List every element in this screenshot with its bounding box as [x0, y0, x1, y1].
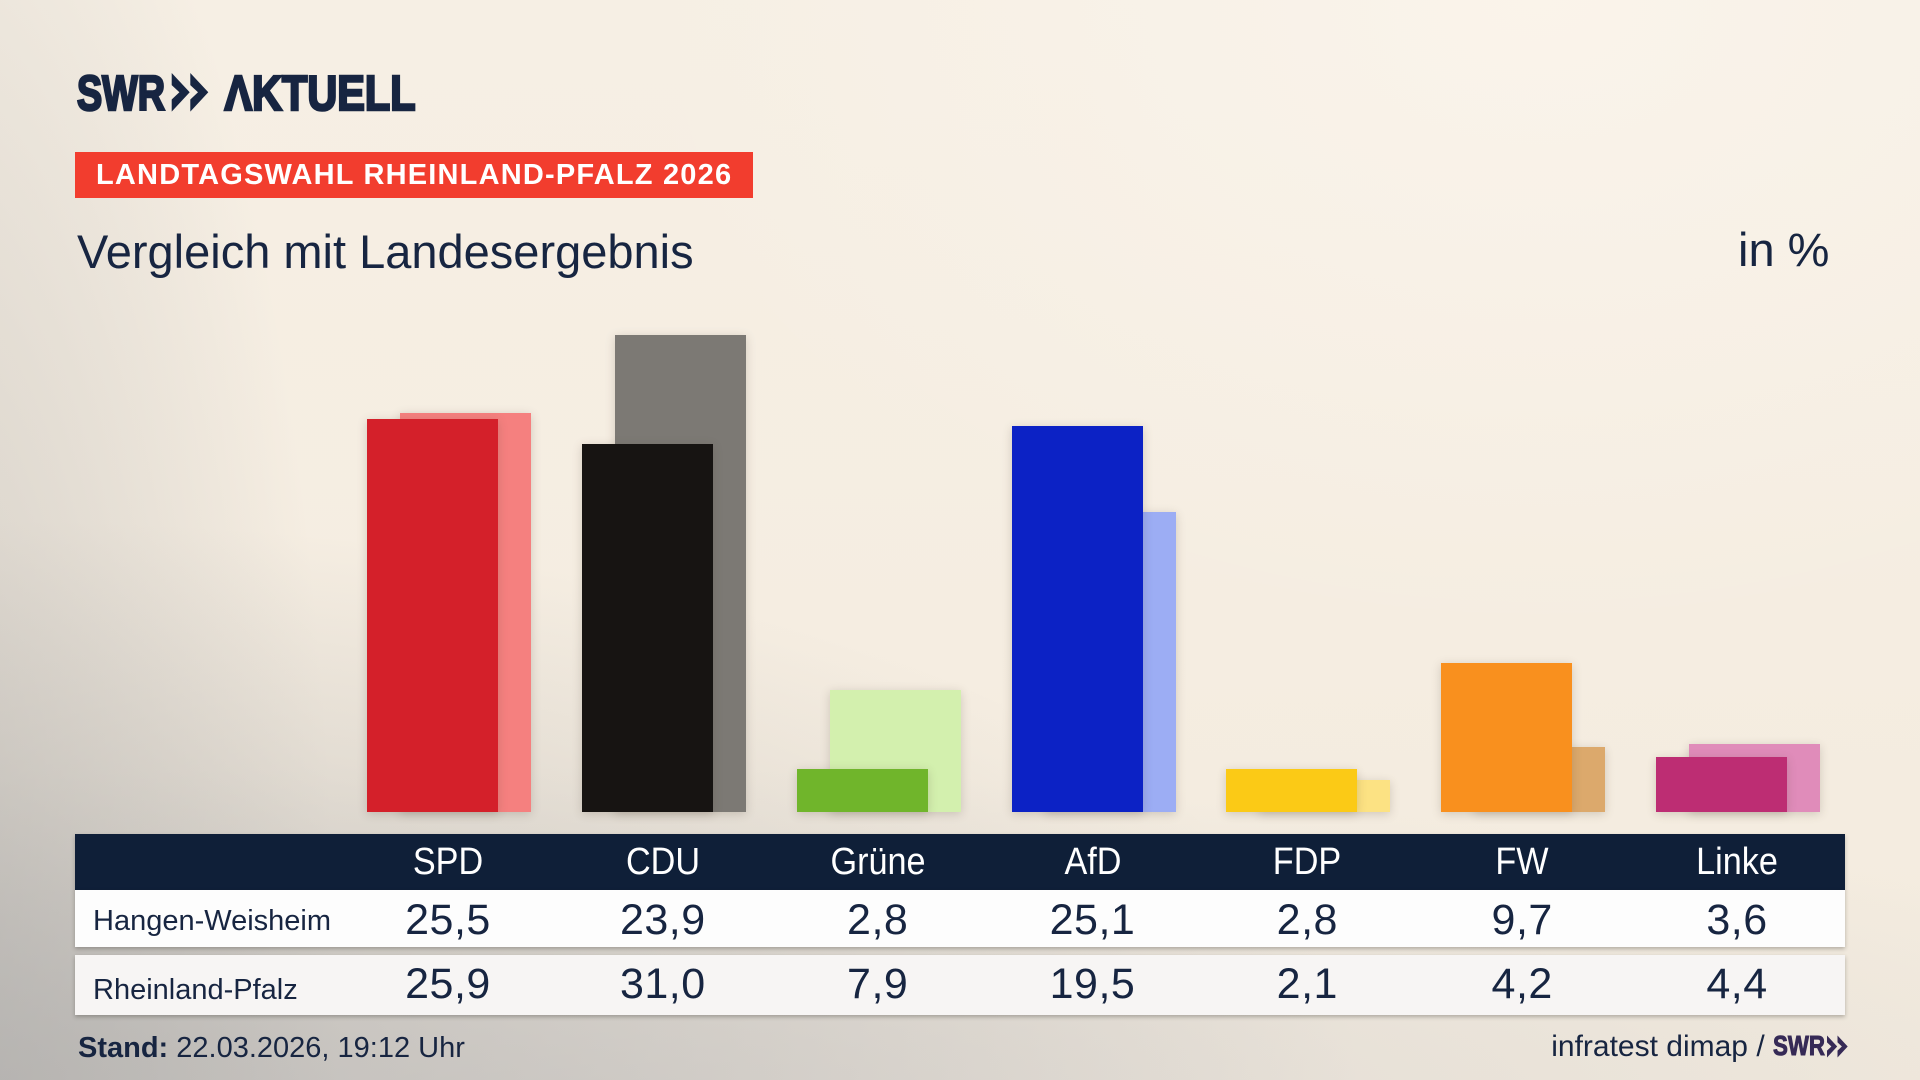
svg-text:SWR: SWR	[77, 70, 165, 118]
svg-text:ΛKTUELL: ΛKTUELL	[225, 70, 416, 118]
svg-text:SWR: SWR	[1773, 1033, 1825, 1061]
